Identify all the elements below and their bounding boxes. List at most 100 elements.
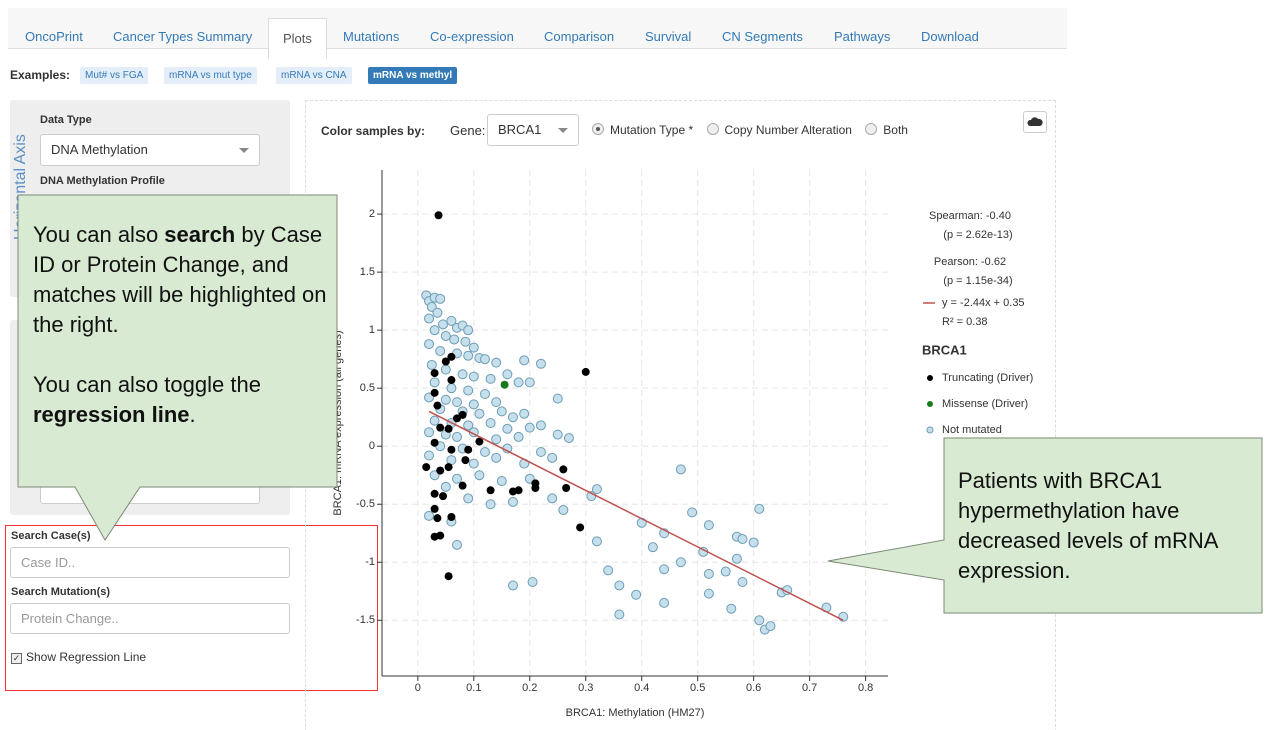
data-point (452, 397, 463, 408)
example-chip-active[interactable]: mRNA vs methyl (368, 67, 458, 84)
callout-text: You can also search by Case ID or Protei… (33, 220, 333, 430)
tab-bar: OncoPrint Cancer Types Summary Plots Mut… (8, 8, 1067, 59)
cloud-icon (1027, 117, 1043, 126)
data-point (500, 380, 509, 389)
data-point (535, 447, 546, 458)
data-point (440, 330, 451, 341)
x-axis-title: BRCA1: Methylation (HM27) (566, 707, 705, 719)
legend-label: Missense (Driver) (942, 398, 1028, 410)
data-point (631, 589, 642, 600)
data-point (603, 565, 614, 576)
select-value: DNA Methylation (51, 142, 148, 157)
data-point (552, 393, 563, 404)
radio[interactable] (865, 123, 878, 135)
data-point (446, 315, 457, 326)
data-point (424, 392, 435, 403)
tab[interactable]: Download (921, 29, 979, 44)
mutation-input[interactable]: Protein Change.. (10, 603, 290, 634)
data-point (524, 422, 535, 433)
x-tick-label: 0.5 (690, 682, 705, 694)
x-tick-label: 0.8 (858, 682, 873, 694)
data-point (461, 456, 470, 465)
x-tick-label: 0.2 (522, 682, 537, 694)
checkbox[interactable]: ✓ (11, 653, 22, 664)
data-point (659, 564, 670, 575)
gene-label: Gene: (450, 123, 486, 138)
data-point (479, 354, 490, 365)
data-point (463, 325, 474, 336)
data-point (447, 352, 456, 361)
example-chip[interactable]: mRNA vs CNA (276, 67, 352, 84)
stat-text: Spearman: -0.40 (929, 210, 1011, 222)
x-tick-label: 0 (415, 682, 421, 694)
data-point (502, 423, 513, 434)
data-point (430, 388, 439, 397)
data-point (458, 481, 467, 490)
data-point (737, 576, 748, 587)
gene-select[interactable]: BRCA1 (487, 114, 579, 146)
data-point (430, 504, 439, 513)
data-point (479, 388, 490, 399)
data-point (535, 358, 546, 369)
data-point (547, 493, 558, 504)
data-point (463, 350, 474, 361)
data-point (468, 371, 479, 382)
legend-swatch (927, 401, 933, 407)
data-point (447, 513, 456, 522)
tab[interactable]: Co-expression (430, 29, 514, 44)
tab[interactable]: Survival (645, 29, 692, 44)
tab-active[interactable]: Plots (268, 18, 327, 59)
example-chip[interactable]: Mut# vs FGA (80, 67, 149, 84)
y-tick-label: 2 (369, 208, 375, 220)
data-point (659, 597, 670, 608)
x-tick-label: 0.3 (578, 682, 593, 694)
data-point (524, 473, 535, 484)
radio[interactable] (592, 123, 604, 135)
tab[interactable]: Pathways (834, 29, 891, 44)
radio[interactable] (706, 123, 719, 135)
data-point (463, 385, 474, 396)
tab[interactable]: CN Segments (722, 29, 803, 44)
regression-line (428, 410, 844, 621)
data-point (754, 615, 765, 626)
data-point (432, 307, 443, 318)
case-input[interactable]: Case ID.. (10, 547, 290, 578)
data-point (765, 621, 776, 632)
data-point (552, 429, 563, 440)
data-point (439, 492, 448, 501)
tab[interactable]: OncoPrint (25, 29, 83, 44)
tab[interactable]: Comparison (544, 29, 615, 44)
text: Patients with BRCA1 hypermethylation hav… (958, 468, 1218, 583)
data-point (447, 376, 456, 385)
data-point (726, 603, 737, 614)
tab[interactable]: Cancer Types Summary (113, 29, 253, 44)
bold-text: regression line (33, 402, 190, 427)
data-point (430, 369, 439, 378)
text: You can also (33, 222, 165, 247)
data-point (485, 499, 496, 510)
data-point (452, 473, 463, 484)
data-point (491, 452, 502, 463)
data-point (491, 397, 502, 408)
data-point (485, 418, 496, 428)
data-point (436, 423, 445, 432)
data-point (429, 377, 440, 388)
regression-toggle[interactable]: ✓ Show Regression Line (11, 650, 146, 664)
data-point (435, 346, 446, 357)
data-point (464, 445, 473, 454)
tab[interactable]: Mutations (343, 29, 400, 44)
data-point (441, 357, 450, 366)
data-point (731, 553, 742, 564)
data-point (486, 486, 495, 495)
data-point (737, 534, 748, 545)
download-button[interactable] (1023, 111, 1047, 133)
text: . (189, 402, 196, 427)
example-chip[interactable]: mRNA vs mut type (164, 67, 257, 84)
y-tick-label: 1 (369, 324, 375, 336)
placeholder: Case ID.. (21, 555, 76, 570)
y-tick-label: -1.5 (356, 614, 375, 626)
y-tick-label: 0 (369, 440, 375, 452)
data-point (507, 496, 518, 507)
data-type-select[interactable]: DNA Methylation (40, 134, 260, 166)
